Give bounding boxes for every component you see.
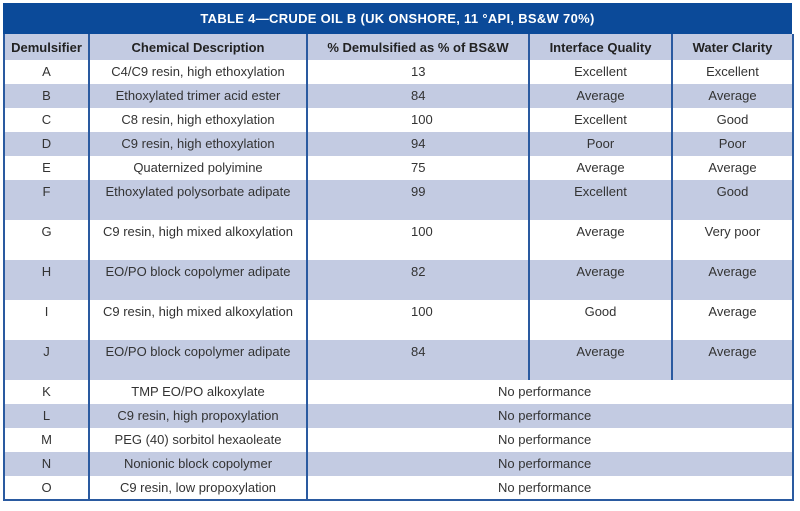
description-cell: Ethoxylated trimer acid ester	[89, 84, 308, 108]
description-cell: PEG (40) sorbitol hexaoleate	[89, 428, 308, 452]
description-cell: C9 resin, high propoxylation	[89, 404, 308, 428]
interface-cell: Average	[529, 84, 673, 108]
interface-cell: Average	[529, 156, 673, 180]
pct-cell: 84	[307, 340, 530, 380]
demulsifier-cell: D	[4, 132, 90, 156]
demulsifier-cell: F	[4, 180, 90, 220]
header-water-clarity: Water Clarity	[672, 34, 793, 60]
table-title: TABLE 4—CRUDE OIL B (UK ONSHORE, 11 °API…	[3, 3, 792, 34]
table-row: I C9 resin, high mixed alkoxylation 100 …	[4, 300, 793, 340]
demulsifier-cell: H	[4, 260, 90, 300]
description-cell: Quaternized polyimine	[89, 156, 308, 180]
table-row: O C9 resin, low propoxylation No perform…	[4, 476, 793, 500]
pct-cell: 94	[307, 132, 530, 156]
no-performance-cell: No performance	[307, 428, 793, 452]
clarity-cell: Average	[672, 340, 793, 380]
no-performance-cell: No performance	[307, 452, 793, 476]
header-interface-quality: Interface Quality	[529, 34, 673, 60]
demulsifier-cell: K	[4, 380, 90, 404]
table-row: F Ethoxylated polysorbate adipate 99 Exc…	[4, 180, 793, 220]
demulsifier-cell: L	[4, 404, 90, 428]
table-row: N Nonionic block copolymer No performanc…	[4, 452, 793, 476]
demulsifier-table: Demulsifier Chemical Description % Demul…	[3, 34, 794, 501]
interface-cell: Average	[529, 260, 673, 300]
header-pct-demulsified: % Demulsified as % of BS&W	[307, 34, 530, 60]
demulsifier-cell: O	[4, 476, 90, 500]
table-row: D C9 resin, high ethoxylation 94 Poor Po…	[4, 132, 793, 156]
table-row: K TMP EO/PO alkoxylate No performance	[4, 380, 793, 404]
table-row: M PEG (40) sorbitol hexaoleate No perfor…	[4, 428, 793, 452]
interface-cell: Excellent	[529, 60, 673, 84]
pct-cell: 99	[307, 180, 530, 220]
demulsifier-cell: B	[4, 84, 90, 108]
pct-cell: 75	[307, 156, 530, 180]
interface-cell: Average	[529, 340, 673, 380]
pct-cell: 100	[307, 108, 530, 132]
clarity-cell: Good	[672, 180, 793, 220]
no-performance-cell: No performance	[307, 404, 793, 428]
pct-cell: 100	[307, 300, 530, 340]
clarity-cell: Average	[672, 84, 793, 108]
description-cell: EO/PO block copolymer adipate	[89, 340, 308, 380]
demulsifier-cell: G	[4, 220, 90, 260]
clarity-cell: Average	[672, 300, 793, 340]
description-cell: EO/PO block copolymer adipate	[89, 260, 308, 300]
description-cell: TMP EO/PO alkoxylate	[89, 380, 308, 404]
description-cell: C9 resin, high mixed alkoxylation	[89, 220, 308, 260]
clarity-cell: Average	[672, 156, 793, 180]
clarity-cell: Excellent	[672, 60, 793, 84]
demulsifier-cell: C	[4, 108, 90, 132]
interface-cell: Excellent	[529, 108, 673, 132]
interface-cell: Average	[529, 220, 673, 260]
table-row: C C8 resin, high ethoxylation 100 Excell…	[4, 108, 793, 132]
description-cell: Ethoxylated polysorbate adipate	[89, 180, 308, 220]
clarity-cell: Good	[672, 108, 793, 132]
description-cell: C9 resin, low propoxylation	[89, 476, 308, 500]
demulsifier-cell: M	[4, 428, 90, 452]
demulsifier-cell: J	[4, 340, 90, 380]
header-chemical-description: Chemical Description	[89, 34, 308, 60]
clarity-cell: Poor	[672, 132, 793, 156]
clarity-cell: Average	[672, 260, 793, 300]
demulsifier-cell: I	[4, 300, 90, 340]
interface-cell: Good	[529, 300, 673, 340]
table-row: L C9 resin, high propoxylation No perfor…	[4, 404, 793, 428]
pct-cell: 13	[307, 60, 530, 84]
table-row: B Ethoxylated trimer acid ester 84 Avera…	[4, 84, 793, 108]
description-cell: Nonionic block copolymer	[89, 452, 308, 476]
no-performance-cell: No performance	[307, 476, 793, 500]
table-row: H EO/PO block copolymer adipate 82 Avera…	[4, 260, 793, 300]
table-row: G C9 resin, high mixed alkoxylation 100 …	[4, 220, 793, 260]
table-container: TABLE 4—CRUDE OIL B (UK ONSHORE, 11 °API…	[3, 3, 794, 501]
demulsifier-cell: A	[4, 60, 90, 84]
interface-cell: Excellent	[529, 180, 673, 220]
clarity-cell: Very poor	[672, 220, 793, 260]
table-row: E Quaternized polyimine 75 Average Avera…	[4, 156, 793, 180]
description-cell: C8 resin, high ethoxylation	[89, 108, 308, 132]
description-cell: C4/C9 resin, high ethoxylation	[89, 60, 308, 84]
header-demulsifier: Demulsifier	[4, 34, 90, 60]
pct-cell: 100	[307, 220, 530, 260]
header-row: Demulsifier Chemical Description % Demul…	[4, 34, 793, 60]
demulsifier-cell: E	[4, 156, 90, 180]
description-cell: C9 resin, high mixed alkoxylation	[89, 300, 308, 340]
demulsifier-cell: N	[4, 452, 90, 476]
description-cell: C9 resin, high ethoxylation	[89, 132, 308, 156]
pct-cell: 84	[307, 84, 530, 108]
table-row: A C4/C9 resin, high ethoxylation 13 Exce…	[4, 60, 793, 84]
interface-cell: Poor	[529, 132, 673, 156]
no-performance-cell: No performance	[307, 380, 793, 404]
table-row: J EO/PO block copolymer adipate 84 Avera…	[4, 340, 793, 380]
pct-cell: 82	[307, 260, 530, 300]
